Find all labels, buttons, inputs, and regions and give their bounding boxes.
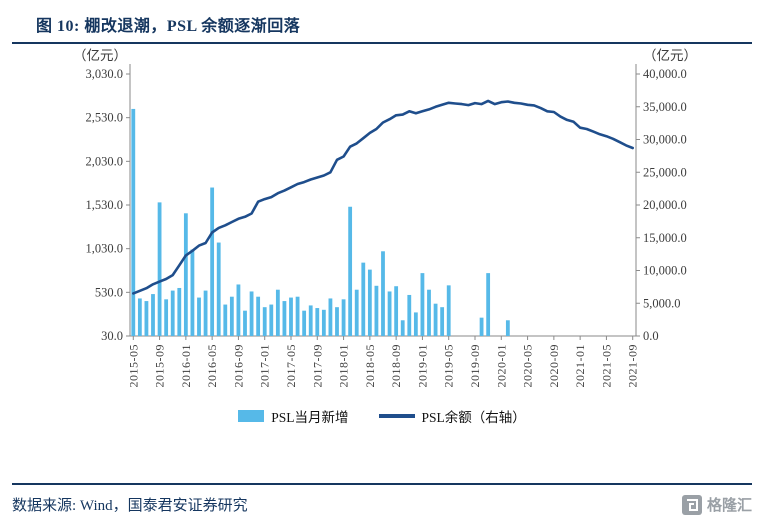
svg-text:1,030.0: 1,030.0	[86, 242, 124, 256]
svg-text:2020-05: 2020-05	[521, 344, 535, 388]
figure-title: 图 10: 棚改退潮，PSL 余额逐渐回落	[12, 10, 752, 44]
svg-text:2019-01: 2019-01	[415, 344, 429, 388]
svg-text:2021-09: 2021-09	[626, 344, 640, 388]
legend-label-bars: PSL当月新增	[271, 410, 349, 425]
legend-item-bars: PSL当月新增	[238, 406, 349, 426]
svg-text:2015-09: 2015-09	[153, 344, 167, 388]
svg-text:2018-09: 2018-09	[389, 344, 403, 388]
svg-text:35,000.0: 35,000.0	[643, 100, 687, 114]
svg-text:2,030.0: 2,030.0	[86, 154, 124, 168]
legend-label-line: PSL余额（右轴）	[421, 410, 526, 425]
svg-text:30.0: 30.0	[101, 329, 123, 343]
svg-text:30,000.0: 30,000.0	[643, 133, 687, 147]
svg-text:2016-05: 2016-05	[205, 344, 219, 388]
svg-text:（亿元）: （亿元）	[73, 48, 127, 63]
gelonghui-logo: 格隆汇	[681, 494, 752, 515]
svg-text:10,000.0: 10,000.0	[643, 264, 687, 278]
svg-text:2018-05: 2018-05	[363, 344, 377, 388]
svg-text:2016-09: 2016-09	[231, 344, 245, 388]
footer: 数据来源: Wind，国泰君安证券研究 格隆汇	[12, 483, 752, 515]
svg-text:2017-01: 2017-01	[258, 344, 272, 388]
svg-text:2,530.0: 2,530.0	[86, 111, 124, 125]
legend-item-line: PSL余额（右轴）	[378, 406, 526, 426]
svg-text:2015-05: 2015-05	[126, 344, 140, 388]
gelonghui-logo-text: 格隆汇	[706, 497, 752, 514]
svg-text:25,000.0: 25,000.0	[643, 165, 687, 179]
svg-text:15,000.0: 15,000.0	[643, 231, 687, 245]
svg-text:5,000.0: 5,000.0	[643, 296, 681, 310]
svg-text:3,030.0: 3,030.0	[86, 67, 124, 81]
svg-text:2017-05: 2017-05	[284, 344, 298, 388]
psl-combo-chart: 30.0 530.0 1,030.0 1,530.0 2,030.0 2,530.0 3,0…	[73, 48, 697, 388]
svg-text:20,000.0: 20,000.0	[643, 198, 687, 212]
svg-text:0.0: 0.0	[643, 329, 659, 343]
svg-text:2020-01: 2020-01	[494, 344, 508, 388]
data-source-text: 数据来源: Wind，国泰君安证券研究	[12, 498, 248, 514]
bar-series-swatch	[238, 410, 265, 422]
svg-text:2021-01: 2021-01	[573, 344, 587, 388]
svg-text:2019-09: 2019-09	[468, 344, 482, 388]
svg-text:2018-01: 2018-01	[337, 344, 351, 388]
line-series-swatch	[378, 414, 415, 418]
gelonghui-logo-icon	[681, 494, 702, 515]
svg-text:2020-09: 2020-09	[547, 344, 561, 388]
chart-legend: PSL当月新增 PSL余额（右轴）	[12, 406, 752, 426]
svg-text:40,000.0: 40,000.0	[643, 67, 687, 81]
svg-text:530.0: 530.0	[95, 285, 123, 299]
svg-text:2021-05: 2021-05	[599, 344, 613, 388]
svg-text:2017-09: 2017-09	[310, 344, 324, 388]
svg-text:2019-05: 2019-05	[442, 344, 456, 388]
chart-area: 30.0 530.0 1,030.0 1,530.0 2,030.0 2,530.0 3,0…	[12, 48, 752, 426]
svg-text:（亿元）: （亿元）	[643, 48, 697, 63]
svg-text:1,530.0: 1,530.0	[86, 198, 124, 212]
svg-text:2016-01: 2016-01	[179, 344, 193, 388]
